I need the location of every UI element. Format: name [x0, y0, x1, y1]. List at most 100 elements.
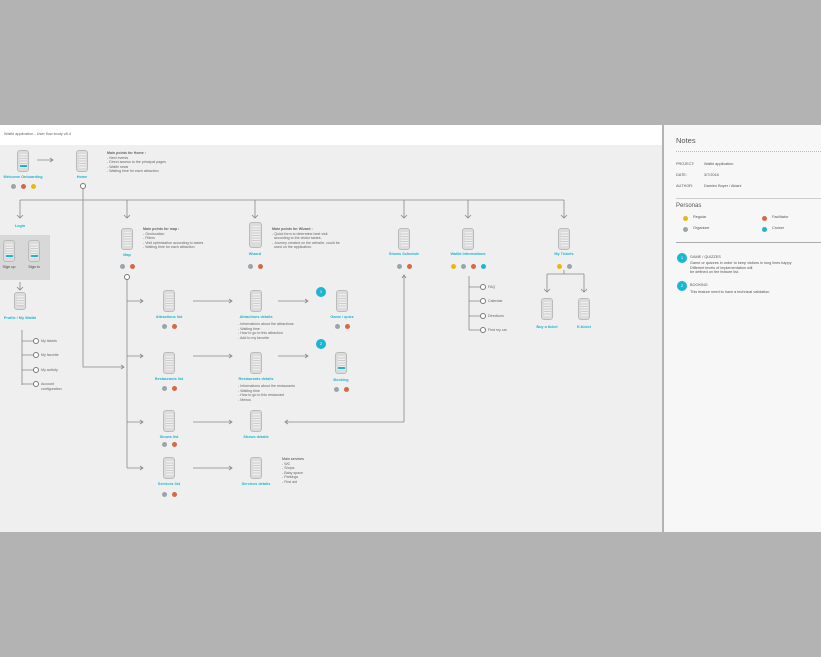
screen-restaurants-list[interactable] [163, 352, 175, 374]
screen-label: Buy a ticket [536, 325, 558, 329]
connector-node [124, 274, 130, 280]
screen-booking[interactable] [335, 352, 347, 374]
list-node [480, 284, 486, 290]
screen-label: Login [14, 224, 26, 228]
note-title: BOOKING [690, 283, 708, 287]
screen-profile[interactable] [14, 292, 26, 310]
list-item[interactable]: My favorite [41, 353, 59, 357]
persona-dot [556, 263, 562, 269]
screen-label: Shows list [159, 435, 179, 439]
persona-dot [10, 183, 16, 189]
document-title: Walibi application - User flow study v8.… [4, 132, 71, 136]
persona-label: Cruiser [772, 226, 785, 230]
screen-label: Sign up [2, 265, 16, 269]
screen-label: Welcome Onboarding [3, 175, 43, 179]
list-item[interactable]: Account configuration [41, 382, 62, 391]
persona-dot [343, 386, 349, 392]
list-item[interactable]: Find my car [488, 328, 507, 332]
list-node [33, 381, 39, 387]
persona-dot [396, 263, 402, 269]
screen-game[interactable] [336, 290, 348, 312]
persona-dot [129, 263, 135, 269]
persona-label: Facilitator [772, 215, 789, 219]
screen-walibi-info[interactable] [462, 228, 474, 250]
restaurants-details-notes: - Informations about the restaurants - W… [238, 384, 295, 402]
screen-home[interactable] [76, 150, 88, 172]
screen-signup[interactable] [3, 240, 15, 262]
wizard-notes: Main points for Wizard :- Quick form to … [272, 227, 340, 250]
list-node [33, 352, 39, 358]
persona-label: Organizer [693, 226, 710, 230]
list-node [480, 298, 486, 304]
screen-label: Game / quizz [330, 315, 354, 319]
persona-dot [20, 183, 26, 189]
note-badge-1[interactable]: 1 [316, 287, 326, 297]
header: Walibi application - User flow study v8.… [0, 125, 662, 145]
connector-node [80, 183, 86, 189]
persona-dot [161, 323, 167, 329]
list-node [480, 313, 486, 319]
persona-dot [566, 263, 572, 269]
screen-restaurants-details[interactable] [250, 352, 262, 374]
persona-dot [161, 491, 167, 497]
note-badge-2: 2 [677, 281, 687, 291]
persona-dot [480, 263, 486, 269]
persona-dot [333, 386, 339, 392]
screen-services-list[interactable] [163, 457, 175, 479]
persona-dot [171, 323, 177, 329]
screen-label: Services list [157, 482, 181, 486]
screen-shows-schedule[interactable] [398, 228, 410, 250]
note-body: Game or quizzes in order to keep visitor… [690, 261, 792, 275]
screen-label: Restaurants list [154, 377, 184, 381]
home-notes: Main points for Home :- Next events - Di… [107, 151, 166, 174]
notes-panel: Notes PROJECT: Walibi application DATE: … [664, 125, 821, 532]
screen-signin[interactable] [28, 240, 40, 262]
screen-label: Home [76, 175, 88, 179]
persona-dot [161, 385, 167, 391]
screen-eticket[interactable] [578, 298, 590, 320]
note-badge-1: 1 [677, 253, 687, 263]
screen-attractions-details[interactable] [250, 290, 262, 312]
screen-label: Profile / My Walibi [3, 316, 37, 320]
list-item[interactable]: My tickets [41, 339, 57, 343]
screen-label: Attractions list [155, 315, 183, 319]
screen-attractions-list[interactable] [163, 290, 175, 312]
screen-label: E-ticket [577, 325, 591, 329]
screen-label: Shows Schedule [388, 252, 420, 256]
persona-dot [460, 263, 466, 269]
screen-buy-ticket[interactable] [541, 298, 553, 320]
list-node [480, 327, 486, 333]
screen-shows-list[interactable] [163, 410, 175, 432]
author-label: AUTHOR: [676, 184, 694, 188]
author-value: Damien Boyer / Akiani [704, 184, 742, 188]
project-label: PROJECT: [676, 162, 695, 166]
notes-title: Notes [676, 136, 696, 145]
screen-wizard[interactable] [249, 222, 262, 248]
note-title: GAME / QUIZZES [690, 255, 721, 259]
persona-dot [119, 263, 125, 269]
persona-dot [334, 323, 340, 329]
list-item[interactable]: FAQ [488, 285, 496, 289]
screen-welcome[interactable] [17, 150, 29, 172]
screen-shows-details[interactable] [250, 410, 262, 432]
persona-label: Regular [693, 215, 707, 219]
persona-facilitator-dot [761, 216, 767, 221]
list-item[interactable]: My activity [41, 368, 58, 372]
screen-label: Sign in [28, 265, 40, 269]
note-badge-2[interactable]: 2 [316, 339, 326, 349]
persona-dot [30, 183, 36, 189]
screen-my-tickets[interactable] [558, 228, 570, 250]
date-label: DATE: [676, 173, 687, 177]
screen-label: Restaurants details [238, 377, 274, 381]
screen-services-details[interactable] [250, 457, 262, 479]
persona-dot [406, 263, 412, 269]
persona-cruiser-dot [761, 227, 767, 232]
attractions-details-notes: - Informations about the attractions - W… [238, 322, 294, 340]
screen-map[interactable] [121, 228, 133, 250]
screen-label: Attractions details [239, 315, 273, 319]
persona-dot [247, 263, 253, 269]
flow-canvas [0, 125, 662, 532]
list-item[interactable]: Calendar [488, 299, 503, 303]
list-item[interactable]: Directions [488, 314, 504, 318]
date-value: 3/7/2018 [704, 173, 719, 177]
